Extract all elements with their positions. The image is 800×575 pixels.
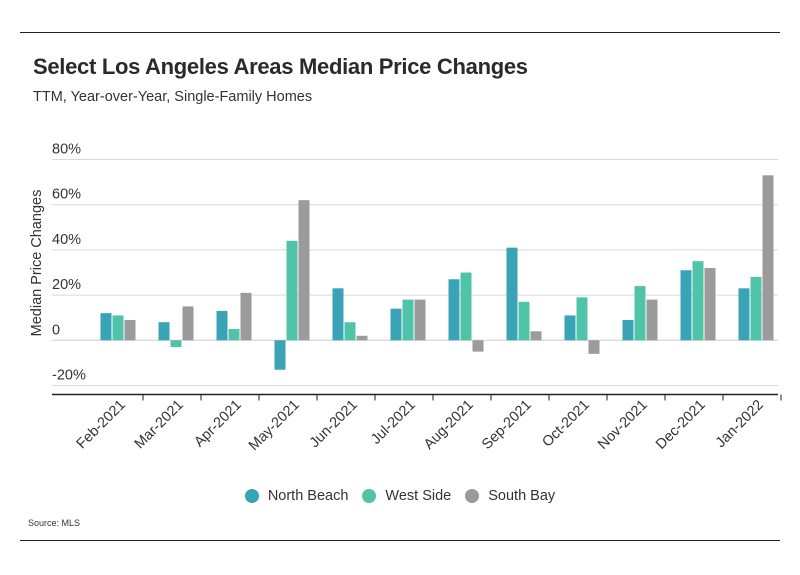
x-tick-label: Aug-2021	[421, 397, 477, 453]
legend-item: South Bay	[465, 488, 555, 504]
bar-west-side	[228, 329, 240, 341]
legend-swatch	[362, 489, 377, 503]
bar-north-beach	[274, 340, 286, 370]
bar-south-bay	[414, 299, 426, 341]
y-tick-label: 60%	[52, 187, 81, 203]
bar-west-side	[344, 322, 356, 341]
x-tick-label: Jul-2021	[368, 397, 419, 448]
x-tick-label: Jun-2021	[307, 397, 361, 451]
bar-west-side	[634, 286, 646, 341]
chart-title: Select Los Angeles Areas Median Price Ch…	[33, 54, 528, 79]
bar-south-bay	[646, 299, 658, 341]
y-tick-label: 0	[52, 322, 60, 338]
bar-west-side	[286, 240, 298, 341]
bar-south-bay	[530, 331, 542, 341]
source-note: Source: MLS	[28, 518, 81, 528]
legend-label: South Bay	[488, 488, 556, 504]
y-tick-label: 80%	[52, 142, 81, 158]
legend-swatch	[465, 489, 480, 503]
bar-north-beach	[622, 319, 634, 341]
bar-north-beach	[738, 288, 750, 341]
legend-item: West Side	[362, 488, 451, 504]
bar-north-beach	[158, 322, 170, 341]
bar-west-side	[170, 340, 182, 348]
legend-item: North Beach	[244, 488, 349, 504]
x-tick-label: Jan-2022	[713, 397, 767, 451]
bar-south-bay	[762, 175, 774, 341]
chart-subtitle: TTM, Year-over-Year, Single-Family Homes	[33, 89, 313, 105]
bar-west-side	[750, 277, 762, 341]
bar-west-side	[576, 297, 588, 341]
legend: North Beach West Side South Bay	[0, 488, 800, 504]
bar-south-bay	[124, 319, 136, 341]
bar-north-beach	[332, 288, 344, 341]
bar-south-bay	[298, 200, 310, 341]
y-tick-label: 40%	[52, 232, 81, 248]
bar-south-bay	[472, 340, 484, 352]
legend-label: North Beach	[267, 488, 349, 504]
bar-west-side	[402, 299, 414, 341]
legend-swatch	[244, 489, 259, 503]
bar-north-beach	[680, 270, 692, 341]
bar-north-beach	[100, 313, 112, 341]
bar-south-bay	[588, 340, 600, 354]
y-axis-label: Median Price Changes	[29, 190, 45, 337]
bottom-rule	[20, 540, 780, 541]
bar-north-beach	[506, 247, 518, 341]
x-tick-label: Dec-2021	[653, 397, 709, 453]
bar-south-bay	[356, 335, 368, 341]
bar-south-bay	[240, 292, 252, 341]
bar-west-side	[112, 315, 124, 341]
y-tick-label: 20%	[52, 277, 81, 293]
y-tick-label: -20%	[52, 368, 86, 384]
top-rule	[20, 32, 780, 33]
bar-west-side	[692, 261, 704, 341]
x-tick-label: Oct-2021	[539, 397, 592, 450]
bar-west-side	[460, 272, 472, 341]
bar-north-beach	[448, 279, 460, 341]
x-tick-label: Nov-2021	[595, 397, 651, 453]
bar-south-bay	[182, 306, 194, 341]
bar-south-bay	[704, 267, 716, 341]
bar-north-beach	[564, 315, 576, 341]
x-tick-label: May-2021	[246, 397, 303, 454]
bar-west-side	[518, 301, 530, 341]
x-tick-label: Feb-2021	[74, 397, 129, 452]
x-tick-label: Sep-2021	[479, 397, 535, 453]
bar-north-beach	[390, 308, 402, 341]
x-tick-label: Apr-2021	[191, 397, 244, 450]
x-tick-label: Mar-2021	[132, 397, 187, 452]
legend-label: West Side	[385, 488, 452, 504]
bar-north-beach	[216, 310, 228, 341]
